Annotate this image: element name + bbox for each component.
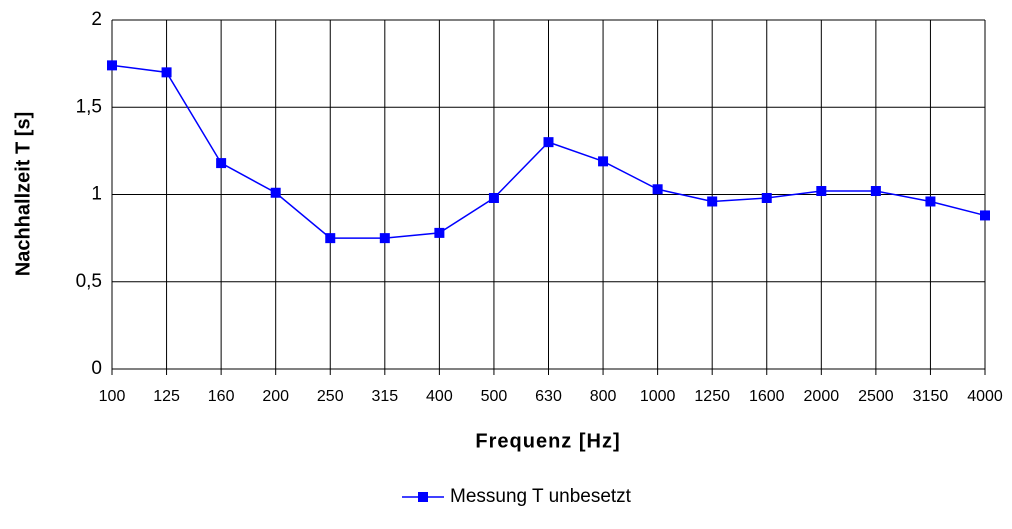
x-tick-label: 4000 bbox=[967, 388, 1003, 405]
data-point bbox=[543, 137, 554, 148]
x-tick-label: 100 bbox=[99, 388, 126, 405]
data-point bbox=[707, 196, 718, 207]
data-point bbox=[488, 192, 499, 203]
legend-label: Messung T unbesetzt bbox=[450, 486, 632, 507]
x-tick-label: 400 bbox=[426, 388, 453, 405]
x-tick-label: 315 bbox=[371, 388, 398, 405]
data-point bbox=[107, 60, 117, 71]
x-tick-label: 800 bbox=[590, 388, 617, 405]
data-point bbox=[434, 227, 445, 238]
x-axis-title: Frequenz [Hz] bbox=[475, 430, 620, 452]
x-tick-label: 2500 bbox=[858, 388, 894, 405]
x-tick-label: 3150 bbox=[913, 388, 949, 405]
data-point bbox=[216, 158, 227, 169]
data-point bbox=[870, 186, 881, 197]
data-point bbox=[652, 184, 663, 195]
data-point bbox=[980, 210, 990, 221]
data-point bbox=[761, 192, 772, 203]
y-axis-title: Nachhallzeit T [s] bbox=[12, 112, 34, 276]
x-tick-label: 250 bbox=[317, 388, 344, 405]
data-point bbox=[598, 156, 609, 167]
data-point bbox=[161, 67, 172, 78]
data-point bbox=[816, 186, 827, 197]
y-tick-label: 0 bbox=[91, 358, 102, 379]
x-tick-label: 1250 bbox=[694, 388, 730, 405]
data-point bbox=[925, 196, 936, 207]
y-tick-label: 1 bbox=[91, 184, 102, 205]
y-tick-label: 1,5 bbox=[76, 96, 102, 117]
x-tick-label: 160 bbox=[208, 388, 235, 405]
data-point bbox=[270, 187, 281, 198]
y-tick-label: 2 bbox=[91, 9, 102, 30]
x-tick-label: 630 bbox=[535, 388, 562, 405]
x-tick-label: 200 bbox=[262, 388, 289, 405]
x-tick-label: 1600 bbox=[749, 388, 785, 405]
data-point bbox=[325, 233, 336, 244]
y-tick-label: 0,5 bbox=[76, 271, 102, 292]
x-tick-label: 500 bbox=[481, 388, 508, 405]
x-tick-label: 125 bbox=[153, 388, 180, 405]
x-tick-label: 1000 bbox=[640, 388, 676, 405]
data-point bbox=[379, 233, 390, 244]
x-tick-label: 2000 bbox=[804, 388, 840, 405]
legend-marker bbox=[418, 492, 428, 502]
